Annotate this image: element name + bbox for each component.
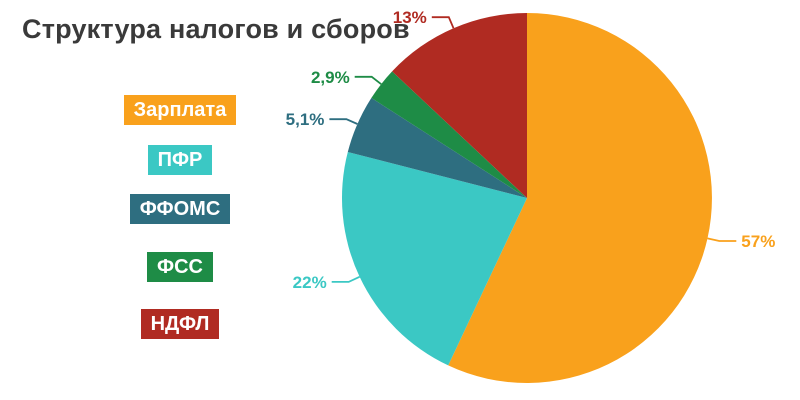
chart-title: Структура налогов и сборов — [22, 14, 410, 44]
legend-item-pfr: ПФР — [147, 145, 213, 175]
legend-item-zarplata: Зарплата — [123, 95, 237, 125]
pie-slice-ПФР — [341, 152, 527, 366]
pie-slice-ФФОМС — [347, 97, 527, 198]
pct-label-НДФЛ: 13% — [393, 8, 427, 27]
pie-slice-Зарплата — [448, 13, 712, 383]
leader-line-НДФЛ — [431, 16, 455, 29]
pct-label-ПФР: 22% — [293, 273, 327, 292]
legend-item-ffoms: ФФОМС — [129, 194, 231, 224]
pct-label-ФФОМС: 5,1% — [286, 110, 325, 129]
leader-line-ФСС — [354, 75, 382, 85]
pie-slice-НДФЛ — [392, 13, 527, 198]
pie-slice-ФСС — [371, 71, 527, 198]
leader-line-ПФР — [331, 275, 360, 283]
legend-item-fss: ФСС — [147, 252, 213, 282]
pct-label-Зарплата: 57% — [741, 232, 775, 251]
leader-line-ФФОМС — [329, 118, 358, 125]
legend: Зарплата ПФР ФФОМС ФСС НДФЛ — [105, 95, 255, 339]
pct-label-ФСС: 2,9% — [311, 68, 350, 87]
leader-line-Зарплата — [707, 237, 737, 242]
legend-item-ndfl: НДФЛ — [140, 309, 220, 339]
